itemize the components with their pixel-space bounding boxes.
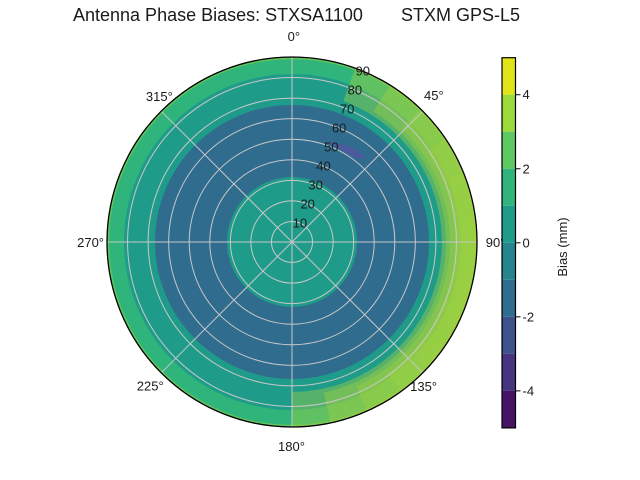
svg-text:-2: -2 <box>523 309 535 324</box>
svg-text:20: 20 <box>300 197 314 212</box>
svg-text:30: 30 <box>308 178 322 193</box>
svg-text:70: 70 <box>340 102 354 117</box>
svg-text:40: 40 <box>316 159 330 174</box>
svg-text:45°: 45° <box>424 88 444 103</box>
svg-text:315°: 315° <box>146 89 173 104</box>
svg-text:4: 4 <box>523 87 530 102</box>
svg-text:225°: 225° <box>137 379 164 394</box>
svg-text:90: 90 <box>356 64 370 79</box>
svg-text:50: 50 <box>324 140 338 155</box>
svg-text:0: 0 <box>523 235 530 250</box>
svg-text:180°: 180° <box>278 439 305 454</box>
svg-text:-4: -4 <box>523 383 535 398</box>
svg-text:80: 80 <box>348 83 362 98</box>
svg-text:135°: 135° <box>410 379 437 394</box>
svg-text:2: 2 <box>523 161 530 176</box>
svg-text:10: 10 <box>293 216 307 231</box>
svg-text:60: 60 <box>332 121 346 136</box>
svg-text:270°: 270° <box>77 235 104 250</box>
svg-text:0°: 0° <box>288 29 300 44</box>
svg-text:Bias (mm): Bias (mm) <box>555 217 570 276</box>
